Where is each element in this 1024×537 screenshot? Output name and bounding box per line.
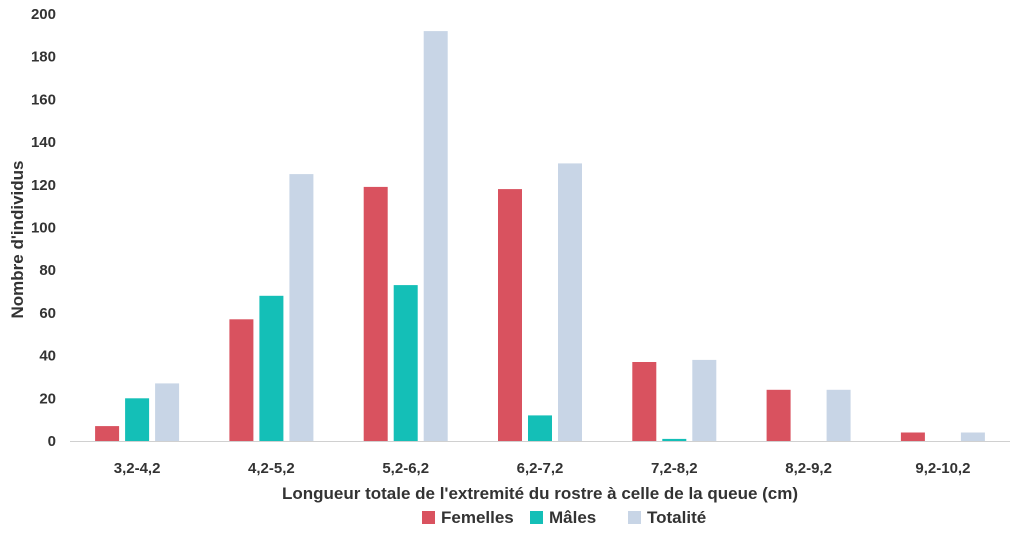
bar-2-3 bbox=[393, 285, 418, 441]
legend-label: Totalité bbox=[647, 508, 706, 527]
y-tick-label: 40 bbox=[39, 348, 56, 365]
bar-1-1 bbox=[95, 426, 120, 441]
bar-3-1 bbox=[155, 383, 180, 441]
bar-1-3 bbox=[363, 186, 388, 441]
bar-1-2 bbox=[229, 319, 254, 441]
bar-2-4 bbox=[528, 415, 552, 441]
y-axis-title: Nombre d'individus bbox=[8, 161, 27, 319]
bar-3-5 bbox=[692, 359, 717, 441]
bar-3-3 bbox=[423, 31, 448, 441]
x-tick-label: 8,2-9,2 bbox=[785, 460, 832, 477]
y-tick-label: 100 bbox=[31, 220, 56, 237]
legend-swatch bbox=[530, 511, 543, 524]
y-tick-label: 80 bbox=[39, 262, 56, 279]
x-tick-label: 4,2-5,2 bbox=[248, 460, 295, 477]
bar-2-1 bbox=[125, 398, 150, 441]
bar-3-2 bbox=[289, 174, 314, 441]
y-tick-label: 140 bbox=[31, 134, 56, 151]
y-tick-label: 60 bbox=[39, 305, 56, 322]
bar-1-4 bbox=[498, 189, 522, 441]
bar-3-4 bbox=[558, 163, 582, 441]
x-axis: 3,2-4,2 4,2-5,2 5,2-6,2 6,2-7,2 7,2-8,2 8,2-9… bbox=[114, 460, 971, 477]
x-tick-label: 7,2-8,2 bbox=[651, 460, 698, 477]
x-tick-label: 9,2-10,2 bbox=[915, 460, 970, 477]
legend: Femelles Mâles Totalité bbox=[422, 508, 706, 527]
y-tick-label: 0 bbox=[48, 433, 56, 450]
legend-swatch bbox=[422, 511, 435, 524]
bar-1-5 bbox=[632, 362, 657, 441]
bar-2-5 bbox=[662, 438, 687, 441]
x-axis-title: Longueur totale de l'extremité du rostre… bbox=[282, 484, 798, 503]
bar-1-7 bbox=[900, 432, 925, 441]
bar-3-7 bbox=[960, 432, 985, 441]
legend-label: Femelles bbox=[441, 508, 514, 527]
bars bbox=[95, 31, 985, 441]
y-axis: 0 20 40 60 80 100 120 140 160 180 200 bbox=[31, 6, 56, 450]
x-tick-label: 3,2-4,2 bbox=[114, 460, 161, 477]
legend-swatch bbox=[628, 511, 641, 524]
bar-3-6 bbox=[826, 389, 851, 441]
legend-label: Mâles bbox=[549, 508, 596, 527]
y-tick-label: 120 bbox=[31, 177, 56, 194]
y-tick-label: 200 bbox=[31, 6, 56, 23]
y-tick-label: 160 bbox=[31, 91, 56, 108]
bar-2-2 bbox=[259, 295, 284, 441]
y-tick-label: 180 bbox=[31, 49, 56, 66]
bar-1-6 bbox=[766, 389, 791, 441]
y-tick-label: 20 bbox=[39, 390, 56, 407]
x-tick-label: 6,2-7,2 bbox=[517, 460, 564, 477]
x-tick-label: 5,2-6,2 bbox=[382, 460, 429, 477]
